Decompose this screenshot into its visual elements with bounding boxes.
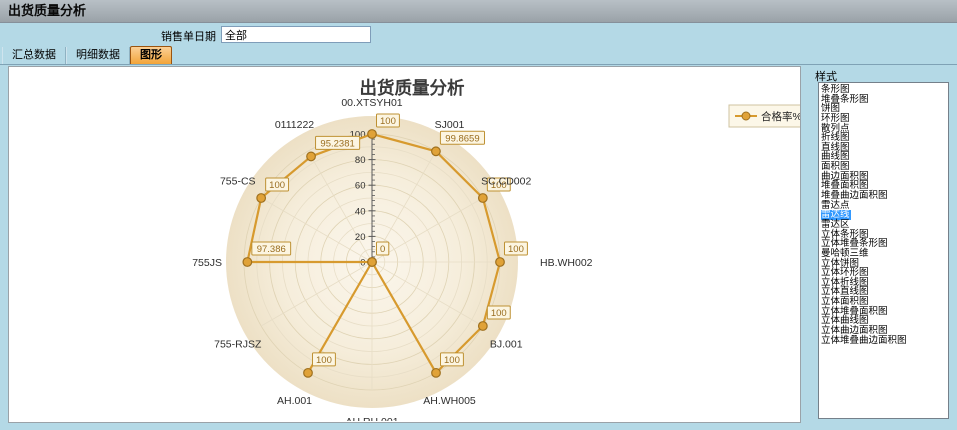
style-option[interactable]: 立体堆叠条形图 xyxy=(821,238,888,250)
style-option[interactable]: 立体折线图 xyxy=(821,276,869,288)
svg-text:99.8659: 99.8659 xyxy=(445,133,479,144)
value-label: 99.8659 xyxy=(439,130,486,145)
value-label: 100 xyxy=(440,352,464,367)
tab-content: 0 20 40 60 80 100 100 99.8659 100 100 100 100 0 100 97… xyxy=(0,64,957,430)
style-option[interactable]: 曼哈顿三维 xyxy=(821,247,869,259)
value-label: 100 xyxy=(265,177,290,192)
tab-detail-data[interactable]: 明细数据 xyxy=(66,47,130,64)
data-point xyxy=(477,321,488,331)
window-titlebar: 出货质量分析 xyxy=(0,0,957,23)
style-panel: 样式 条形图 堆叠条形图 饼图 环形图 散列点 折线图 直线图 曲线图 面积图 曲边面积图 堆叠面积… xyxy=(806,65,957,430)
category-label: 755JS xyxy=(192,257,222,269)
chart-panel: 0 20 40 60 80 100 100 99.8659 100 100 100 100 0 100 97… xyxy=(8,66,801,423)
style-option[interactable]: 环形图 xyxy=(821,112,850,124)
axis-tick-label: 20 xyxy=(355,232,366,243)
svg-text:100: 100 xyxy=(491,180,507,191)
value-label: 100 xyxy=(376,113,400,128)
style-option[interactable]: 立体面积图 xyxy=(821,296,869,308)
axis-tick-label: 60 xyxy=(355,181,366,192)
data-point xyxy=(477,193,488,203)
value-label: 100 xyxy=(486,305,511,320)
svg-text:95.2381: 95.2381 xyxy=(320,138,354,149)
radar-series xyxy=(242,129,505,378)
category-label: BJ.001 xyxy=(490,339,523,351)
legend-dot-icon xyxy=(741,111,751,121)
category-label: HB.WH002 xyxy=(540,257,593,269)
chart-title: 出货质量分析 xyxy=(360,78,465,98)
style-option[interactable]: 立体堆叠面积图 xyxy=(821,305,888,317)
style-option[interactable]: 雷达线 xyxy=(821,209,851,221)
svg-text:100: 100 xyxy=(508,244,524,255)
svg-text:100: 100 xyxy=(491,308,507,319)
tab-chart[interactable]: 图形 xyxy=(130,46,172,64)
category-label: AH.RH.001 xyxy=(345,416,398,421)
category-label: SJ001 xyxy=(435,119,465,131)
style-option[interactable]: 面积图 xyxy=(821,161,850,173)
style-option[interactable]: 堆叠条形图 xyxy=(821,93,869,105)
sales-date-input[interactable] xyxy=(221,26,371,43)
data-point xyxy=(431,146,441,157)
style-option[interactable]: 曲边面积图 xyxy=(821,170,869,182)
sales-date-label: 销售单日期 xyxy=(161,31,216,43)
style-option-list[interactable]: 条形图 堆叠条形图 饼图 环形图 散列点 折线图 直线图 曲线图 面积图 曲边面积图 堆叠面积图 堆叠… xyxy=(818,82,949,419)
style-option[interactable]: 雷达区 xyxy=(821,218,850,230)
style-option[interactable]: 散列点 xyxy=(821,122,850,134)
category-label: AH.WH005 xyxy=(423,395,476,407)
style-option[interactable]: 立体曲边面积图 xyxy=(821,325,888,337)
category-labels: 00.XTSYH01 SJ001 SC.CD002 HB.WH002 BJ.001 AH.… xyxy=(192,97,592,421)
data-point xyxy=(306,151,316,162)
value-label: 100 xyxy=(312,352,336,367)
legend-label: 合格率% xyxy=(761,110,800,123)
axis-tick-label: 100 xyxy=(350,130,366,141)
data-point xyxy=(431,367,441,378)
filter-bar: 销售单日期 xyxy=(0,23,957,45)
category-label: SC.CD002 xyxy=(481,176,531,188)
svg-text:100: 100 xyxy=(269,180,285,191)
value-label: 95.2381 xyxy=(315,135,361,150)
svg-text:97.386: 97.386 xyxy=(257,244,286,255)
style-option[interactable]: 堆叠面积图 xyxy=(821,180,869,192)
style-option[interactable]: 直线图 xyxy=(821,141,850,153)
svg-text:100: 100 xyxy=(444,355,460,366)
category-label: AH.001 xyxy=(277,395,312,407)
category-label: 755-RJSZ xyxy=(214,339,262,351)
radar-chart: 02040608010010099.8659100100100100010097… xyxy=(192,78,800,421)
style-option[interactable]: 立体环形图 xyxy=(821,267,869,279)
window-title: 出货质量分析 xyxy=(8,3,87,18)
category-label: 00.XTSYH01 xyxy=(341,97,402,109)
data-point xyxy=(303,367,313,378)
category-label: 755-CS xyxy=(220,176,256,188)
style-panel-title: 样式 xyxy=(815,71,837,83)
style-option[interactable]: 立体曲线图 xyxy=(821,315,869,327)
category-label: 0111222 xyxy=(275,119,314,131)
data-point xyxy=(242,257,253,267)
axis-tick-label: 80 xyxy=(355,155,366,166)
value-label: 100 xyxy=(504,241,528,256)
style-option[interactable]: 立体直线图 xyxy=(821,286,869,298)
data-point xyxy=(256,193,267,203)
style-option[interactable]: 立体饼图 xyxy=(821,257,860,269)
style-option[interactable]: 折线图 xyxy=(821,132,850,144)
style-option[interactable]: 雷达点 xyxy=(821,199,850,211)
data-point xyxy=(367,257,377,267)
svg-text:100: 100 xyxy=(316,355,332,366)
data-point xyxy=(367,129,377,139)
style-option[interactable]: 饼图 xyxy=(821,103,841,115)
value-label: 0 xyxy=(376,241,390,256)
style-option[interactable]: 立体堆叠曲边面积图 xyxy=(821,334,907,346)
tab-bar: 汇总数据 明细数据 图形 xyxy=(0,45,957,65)
data-point xyxy=(495,257,505,267)
style-option[interactable]: 曲线图 xyxy=(821,151,850,163)
style-option[interactable]: 条形图 xyxy=(821,84,850,95)
style-option[interactable]: 堆叠曲边面积图 xyxy=(821,190,888,202)
tab-summary-data[interactable]: 汇总数据 xyxy=(2,47,66,64)
value-labels: 10099.8659100100100100010097.38610095.23… xyxy=(251,113,528,367)
chart-legend: 合格率% xyxy=(728,104,800,128)
axis-tick-label: 40 xyxy=(355,206,366,217)
svg-text:0: 0 xyxy=(380,244,385,255)
svg-text:100: 100 xyxy=(380,116,396,127)
style-option[interactable]: 立体条形图 xyxy=(821,228,869,240)
value-label: 100 xyxy=(486,177,511,192)
value-label: 97.386 xyxy=(251,241,292,256)
